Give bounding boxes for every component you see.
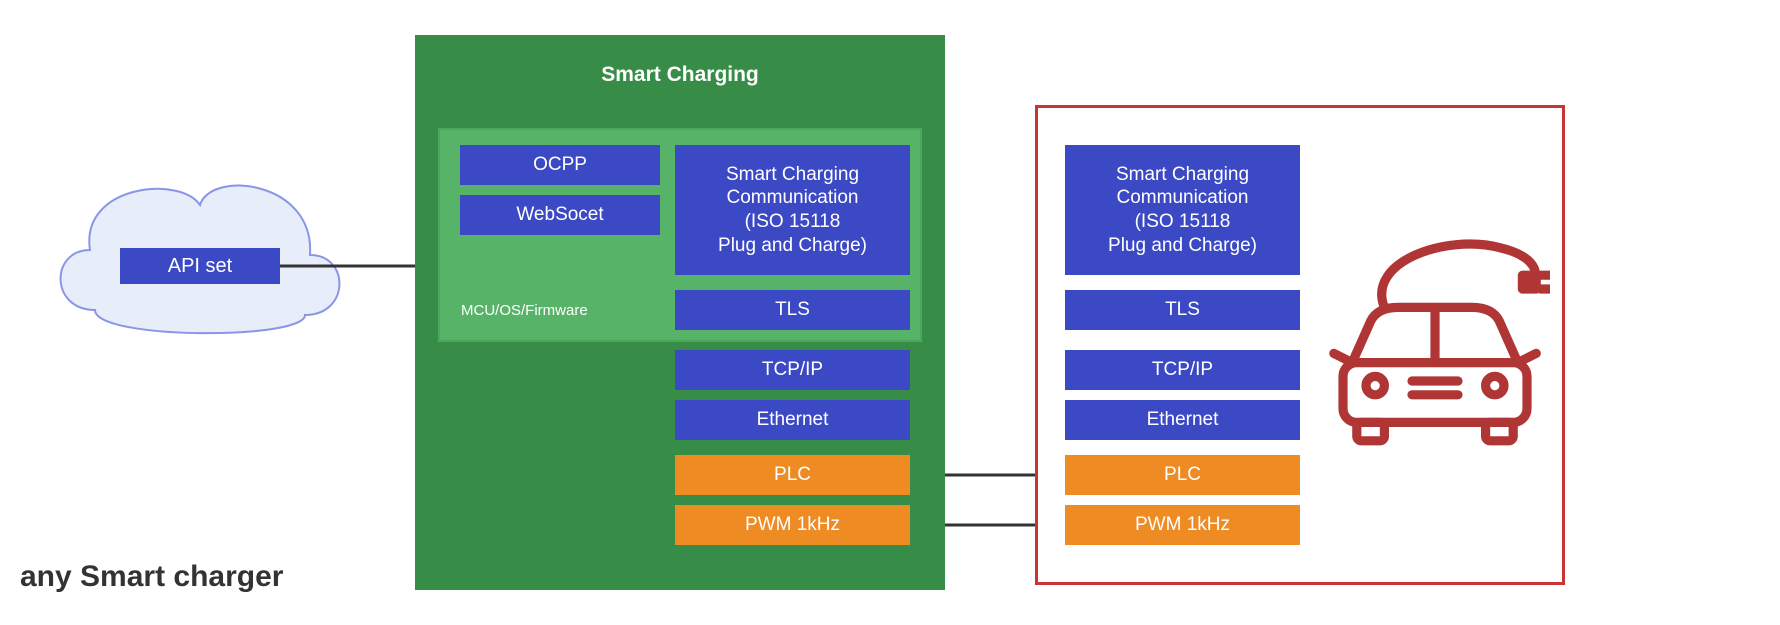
- ev-tls-box: TLS: [1065, 290, 1300, 330]
- ev-smart-charging-box: Smart ChargingCommunication(ISO 15118Plu…: [1065, 145, 1300, 275]
- ev-car-icon: [1320, 220, 1550, 450]
- ev-plc-box: PLC: [1065, 455, 1300, 495]
- ev-pwm-1khz-box: PWM 1kHz: [1065, 505, 1300, 545]
- charger-ethernet-box: Ethernet: [675, 400, 910, 440]
- api-set-box: API set: [120, 248, 280, 284]
- smart-charging-title: Smart Charging: [415, 63, 945, 87]
- charger-plc-box: PLC: [675, 455, 910, 495]
- mcu-firmware-label: MCU/OS/Firmware: [461, 302, 588, 319]
- ev-ethernet-box: Ethernet: [1065, 400, 1300, 440]
- ev-tcp-ip-box: TCP/IP: [1065, 350, 1300, 390]
- charger-tls-box: TLS: [675, 290, 910, 330]
- charger-pwm-1khz-box: PWM 1kHz: [675, 505, 910, 545]
- charger-tcp-ip-box: TCP/IP: [675, 350, 910, 390]
- charger-websocet-box: WebSocet: [460, 195, 660, 235]
- charger-smart-charging-box: Smart ChargingCommunication(ISO 15118Plu…: [675, 145, 910, 275]
- charger-ocpp-box: OCPP: [460, 145, 660, 185]
